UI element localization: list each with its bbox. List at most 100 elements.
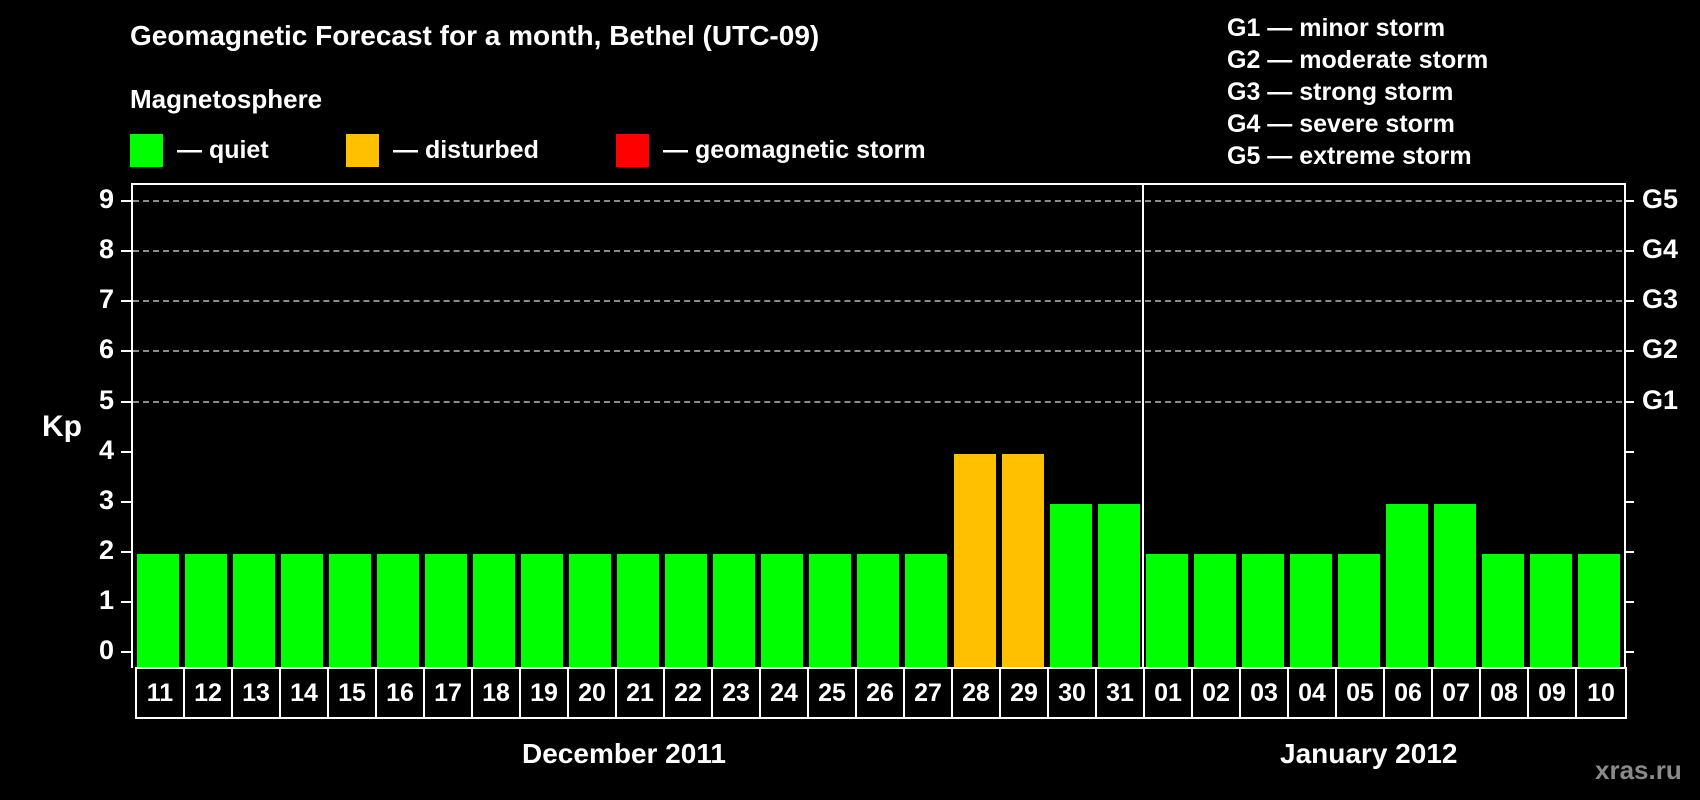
- date-cell: 31: [1097, 669, 1145, 717]
- plot-area: [131, 183, 1626, 668]
- date-cell: 16: [377, 669, 425, 717]
- y-tick-right: [1624, 400, 1634, 403]
- legend-disturbed-label: — disturbed: [393, 135, 539, 164]
- date-cell: 24: [761, 669, 809, 717]
- gridline: [133, 300, 1622, 303]
- y-tick-right: [1624, 300, 1634, 303]
- legend-storm: — geomagnetic storm: [616, 133, 926, 167]
- bar-11: [137, 553, 179, 668]
- storm-swatch-icon: [616, 133, 649, 167]
- y-tick-label: 3: [98, 484, 114, 515]
- watermark: xras.ru: [1595, 755, 1682, 785]
- date-cell: 18: [473, 669, 521, 717]
- chart-title: Geomagnetic Forecast for a month, Bethel…: [130, 20, 820, 51]
- date-cell: 28: [953, 669, 1001, 717]
- date-cell: 03: [1241, 669, 1289, 717]
- date-cell: 06: [1385, 669, 1433, 717]
- legend-quiet: — quiet: [130, 133, 269, 167]
- y-tick-right: [1624, 250, 1634, 253]
- disturbed-swatch-icon: [346, 133, 379, 167]
- bar-22: [665, 553, 708, 668]
- y-tick-left: [121, 500, 131, 503]
- bar-15: [329, 553, 372, 668]
- date-cell: 23: [713, 669, 761, 717]
- y-tick-right: [1624, 600, 1634, 603]
- date-cell: 20: [569, 669, 617, 717]
- date-cell: 26: [857, 669, 905, 717]
- storm-scale-g4: G4 — severe storm: [1227, 110, 1455, 138]
- bar-14: [281, 553, 324, 668]
- y-tick-left: [121, 350, 131, 353]
- bar-20: [569, 553, 612, 668]
- bar-02: [1193, 553, 1236, 668]
- storm-scale-g1: G1 — minor storm: [1227, 14, 1446, 42]
- date-cell: 25: [809, 669, 857, 717]
- y-tick-label: 9: [98, 184, 114, 215]
- y-tick-label: 8: [98, 234, 114, 265]
- month-divider: [1142, 183, 1144, 668]
- date-cell: 04: [1289, 669, 1337, 717]
- bar-07: [1433, 503, 1476, 668]
- y-tick-left: [121, 651, 131, 653]
- bar-24: [761, 553, 804, 668]
- month-label-december: December 2011: [522, 738, 726, 769]
- y-tick-label: 2: [98, 534, 114, 565]
- date-cell: 07: [1433, 669, 1481, 717]
- date-cell: 09: [1529, 669, 1577, 717]
- bar-06: [1385, 503, 1428, 668]
- legend-quiet-label: — quiet: [177, 135, 269, 164]
- y-tick-left: [121, 600, 131, 603]
- date-cell: 01: [1145, 669, 1193, 717]
- y-tick-right: [1624, 500, 1634, 503]
- y-tick-left: [121, 200, 131, 203]
- y-tick-right: [1624, 350, 1634, 353]
- bar-16: [377, 553, 420, 668]
- bar-17: [425, 553, 468, 668]
- y-tick-label: 6: [98, 334, 114, 365]
- bar-23: [713, 553, 756, 668]
- date-cell: 29: [1001, 669, 1049, 717]
- g-scale-label: G1: [1642, 384, 1679, 415]
- y-tick-right: [1624, 450, 1634, 453]
- date-cell: 17: [425, 669, 473, 717]
- y-axis-label: Kp: [42, 410, 82, 443]
- gridline: [133, 350, 1622, 353]
- bar-09: [1529, 553, 1572, 668]
- bar-27: [905, 553, 948, 668]
- y-tick-label: 1: [98, 584, 114, 615]
- bar-03: [1241, 553, 1284, 668]
- date-cell: 15: [329, 669, 377, 717]
- date-cell: 22: [665, 669, 713, 717]
- g-scale-label: G5: [1642, 184, 1679, 215]
- bar-31: [1097, 503, 1140, 668]
- legend-storm-label: — geomagnetic storm: [663, 135, 926, 164]
- g-scale-label: G4: [1642, 234, 1679, 265]
- y-tick-left: [121, 400, 131, 403]
- y-tick-left: [121, 550, 131, 553]
- bar-29: [1001, 453, 1044, 668]
- date-cell: 08: [1481, 669, 1529, 717]
- bar-01: [1145, 553, 1188, 668]
- bar-05: [1337, 553, 1380, 668]
- storm-scale-g5: G5 — extreme storm: [1227, 142, 1472, 170]
- date-cell: 30: [1049, 669, 1097, 717]
- date-cell: 10: [1587, 678, 1615, 707]
- date-cell: 05: [1337, 669, 1385, 717]
- bar-25: [809, 553, 852, 668]
- bar-19: [521, 553, 564, 668]
- y-tick-label: 0: [98, 635, 114, 665]
- storm-scale-legend: G1 — minor storm G2 — moderate storm G3 …: [1227, 12, 1488, 172]
- quiet-swatch-icon: [130, 133, 163, 167]
- y-tick-right: [1624, 550, 1634, 553]
- bar-28: [953, 453, 996, 668]
- bar-30: [1049, 503, 1092, 668]
- date-cell: 11: [137, 669, 185, 717]
- y-tick-label: 5: [98, 384, 114, 415]
- y-tick-right: [1624, 200, 1634, 203]
- y-tick-label: 4: [98, 434, 114, 465]
- y-tick-right: [1624, 651, 1634, 653]
- y-tick-left: [121, 450, 131, 453]
- legend-disturbed: — disturbed: [346, 133, 539, 167]
- date-row: 11 12 13 14 15 16 17 18 19 20 21 22 23 24 25 26 27 28 29 30…: [135, 667, 1627, 719]
- date-cell: 27: [905, 669, 953, 717]
